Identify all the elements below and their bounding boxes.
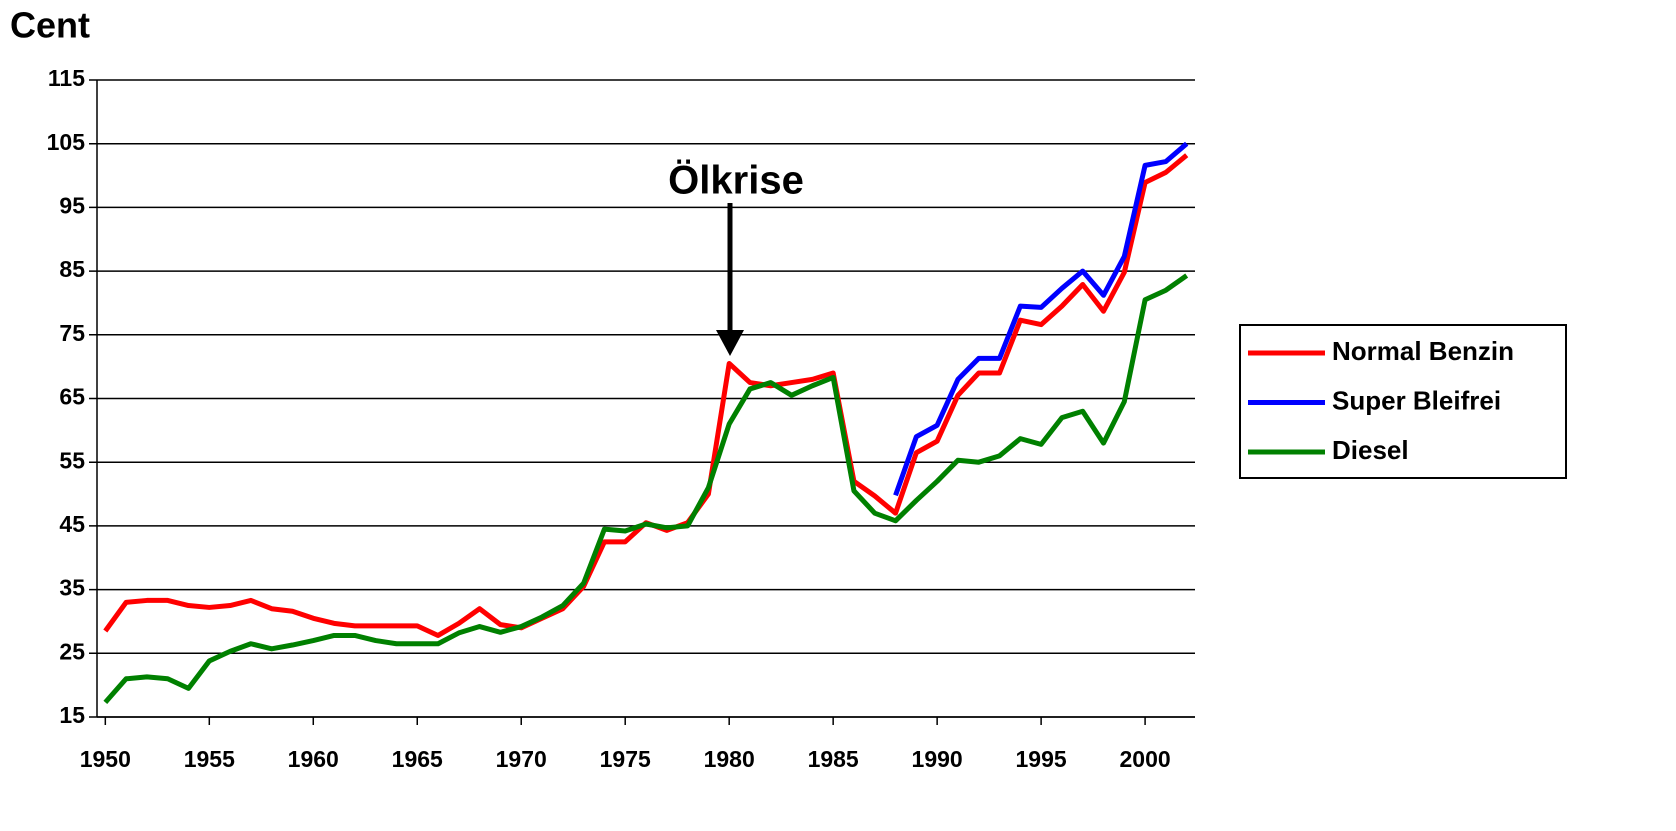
x-tick-label: 1985 xyxy=(808,746,859,772)
y-tick-label: 35 xyxy=(59,575,85,601)
x-tick-label: 1955 xyxy=(184,746,235,772)
x-tick-label: 1975 xyxy=(600,746,651,772)
series-line xyxy=(893,141,1189,497)
y-tick-label: 105 xyxy=(47,129,86,155)
x-tick-label: 1990 xyxy=(912,746,963,772)
legend-label: Normal Benzin xyxy=(1332,336,1514,366)
y-tick-label: 25 xyxy=(59,638,85,664)
x-tick-label: 1965 xyxy=(392,746,443,772)
y-tick-label: 15 xyxy=(59,702,85,728)
y-tick-label: 115 xyxy=(48,65,85,91)
x-tick-label: 1960 xyxy=(288,746,339,772)
y-tick-label: 45 xyxy=(59,511,85,537)
legend-label: Super Bleifrei xyxy=(1332,385,1501,415)
y-tick-label: 85 xyxy=(59,256,85,282)
legend-label: Diesel xyxy=(1332,435,1409,465)
x-tick-label: 1950 xyxy=(80,746,131,772)
y-tick-label: 75 xyxy=(59,320,85,346)
annotation-arrowhead xyxy=(716,330,744,356)
annotation: Ölkrise xyxy=(668,158,804,203)
y-tick-label: 55 xyxy=(59,447,85,473)
y-axis-unit: Cent xyxy=(10,5,90,46)
x-tick-label: 1980 xyxy=(704,746,755,772)
x-tick-label: 2000 xyxy=(1120,746,1171,772)
y-tick-label: 65 xyxy=(59,384,85,410)
y-tick-label: 95 xyxy=(59,192,85,218)
x-tick-label: 1995 xyxy=(1016,746,1067,772)
series-line xyxy=(103,273,1189,705)
series-line xyxy=(103,153,1189,638)
x-tick-label: 1970 xyxy=(496,746,547,772)
